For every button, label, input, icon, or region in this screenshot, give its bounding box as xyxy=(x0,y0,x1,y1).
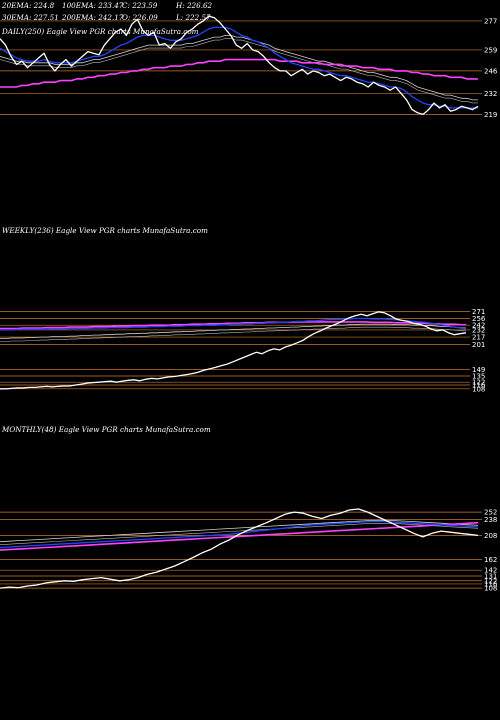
legend-high: H: 226.62 xyxy=(175,1,213,10)
legend-open: O: 226.09 xyxy=(122,13,158,22)
legend-100ema: 100EMA: 233.47 xyxy=(62,1,124,10)
monthly-y-tick: 162 xyxy=(484,556,497,564)
weekly-y-tick: 135 xyxy=(472,373,485,381)
monthly-ema-band-line xyxy=(0,523,479,545)
weekly-y-tick: 217 xyxy=(472,334,485,342)
daily-ema-band-line xyxy=(0,38,478,104)
monthly-y-tick: 116 xyxy=(484,580,498,588)
monthly-y-tick: 238 xyxy=(484,516,497,524)
legend-200ema: 200EMA: 242.17 xyxy=(61,13,124,22)
weekly-y-tick: 271 xyxy=(472,308,485,316)
daily-panel-title: DAILY(250) Eagle View PGR charts MunafaS… xyxy=(1,27,199,36)
daily-y-tick: 259 xyxy=(484,46,497,54)
weekly-ema-slow-line xyxy=(0,321,466,330)
daily-y-tick: 219 xyxy=(484,111,497,119)
daily-y-tick: 246 xyxy=(484,67,498,75)
legend-low: L: 222.57 xyxy=(175,13,211,22)
daily-y-tick: 277 xyxy=(484,17,497,25)
monthly-panel-title: MONTHLY(48) Eagle View PGR charts Munafa… xyxy=(1,425,211,434)
daily-y-tick: 232 xyxy=(484,90,497,98)
chart-panels: 2772592462322192712562422322172011491351… xyxy=(0,15,498,593)
weekly-y-tick: 201 xyxy=(472,341,485,349)
monthly-ema-slow-line xyxy=(0,521,479,551)
weekly-ema-fast-line xyxy=(0,317,467,331)
legend-20ema: 20EMA: 224.8 xyxy=(1,1,55,10)
daily-ema-fast-line xyxy=(0,26,478,109)
weekly-y-tick: 232 xyxy=(472,326,485,334)
monthly-y-tick: 142 xyxy=(484,567,497,575)
legend-close: C: 223.59 xyxy=(122,1,158,10)
daily-ema-mid-line xyxy=(0,35,478,101)
monthly-ema-fast-line xyxy=(0,520,479,549)
monthly-y-tick: 108 xyxy=(484,585,497,593)
legend: 20EMA: 224.8 100EMA: 233.47 C: 223.59 H:… xyxy=(1,1,213,22)
monthly-price-line xyxy=(0,508,479,589)
monthly-y-tick: 122 xyxy=(484,577,497,585)
daily-price-line xyxy=(0,15,479,116)
monthly-y-tick: 252 xyxy=(484,509,497,517)
weekly-price-line xyxy=(0,311,467,390)
weekly-y-tick: 122 xyxy=(472,379,485,387)
monthly-y-tick: 208 xyxy=(484,532,497,540)
weekly-y-tick: 149 xyxy=(472,366,485,374)
weekly-ema-band-line xyxy=(0,326,467,342)
weekly-y-tick: 242 xyxy=(472,322,485,330)
daily-panel: 277 259 246 232 219 xyxy=(0,15,498,119)
legend-30ema: 30EMA: 227.51 xyxy=(2,13,59,22)
monthly-ema-mid-line xyxy=(0,520,479,543)
weekly-y-tick: 108 xyxy=(472,385,485,393)
daily-ema-slow-line xyxy=(0,58,478,88)
weekly-y-tick: 256 xyxy=(472,315,486,323)
weekly-y-tick: 116 xyxy=(472,382,486,390)
weekly-ema-mid-line xyxy=(0,323,467,339)
weekly-panel-title: WEEKLY(236) Eagle View PGR charts Munafa… xyxy=(2,226,208,235)
monthly-y-tick: 131 xyxy=(484,573,497,581)
